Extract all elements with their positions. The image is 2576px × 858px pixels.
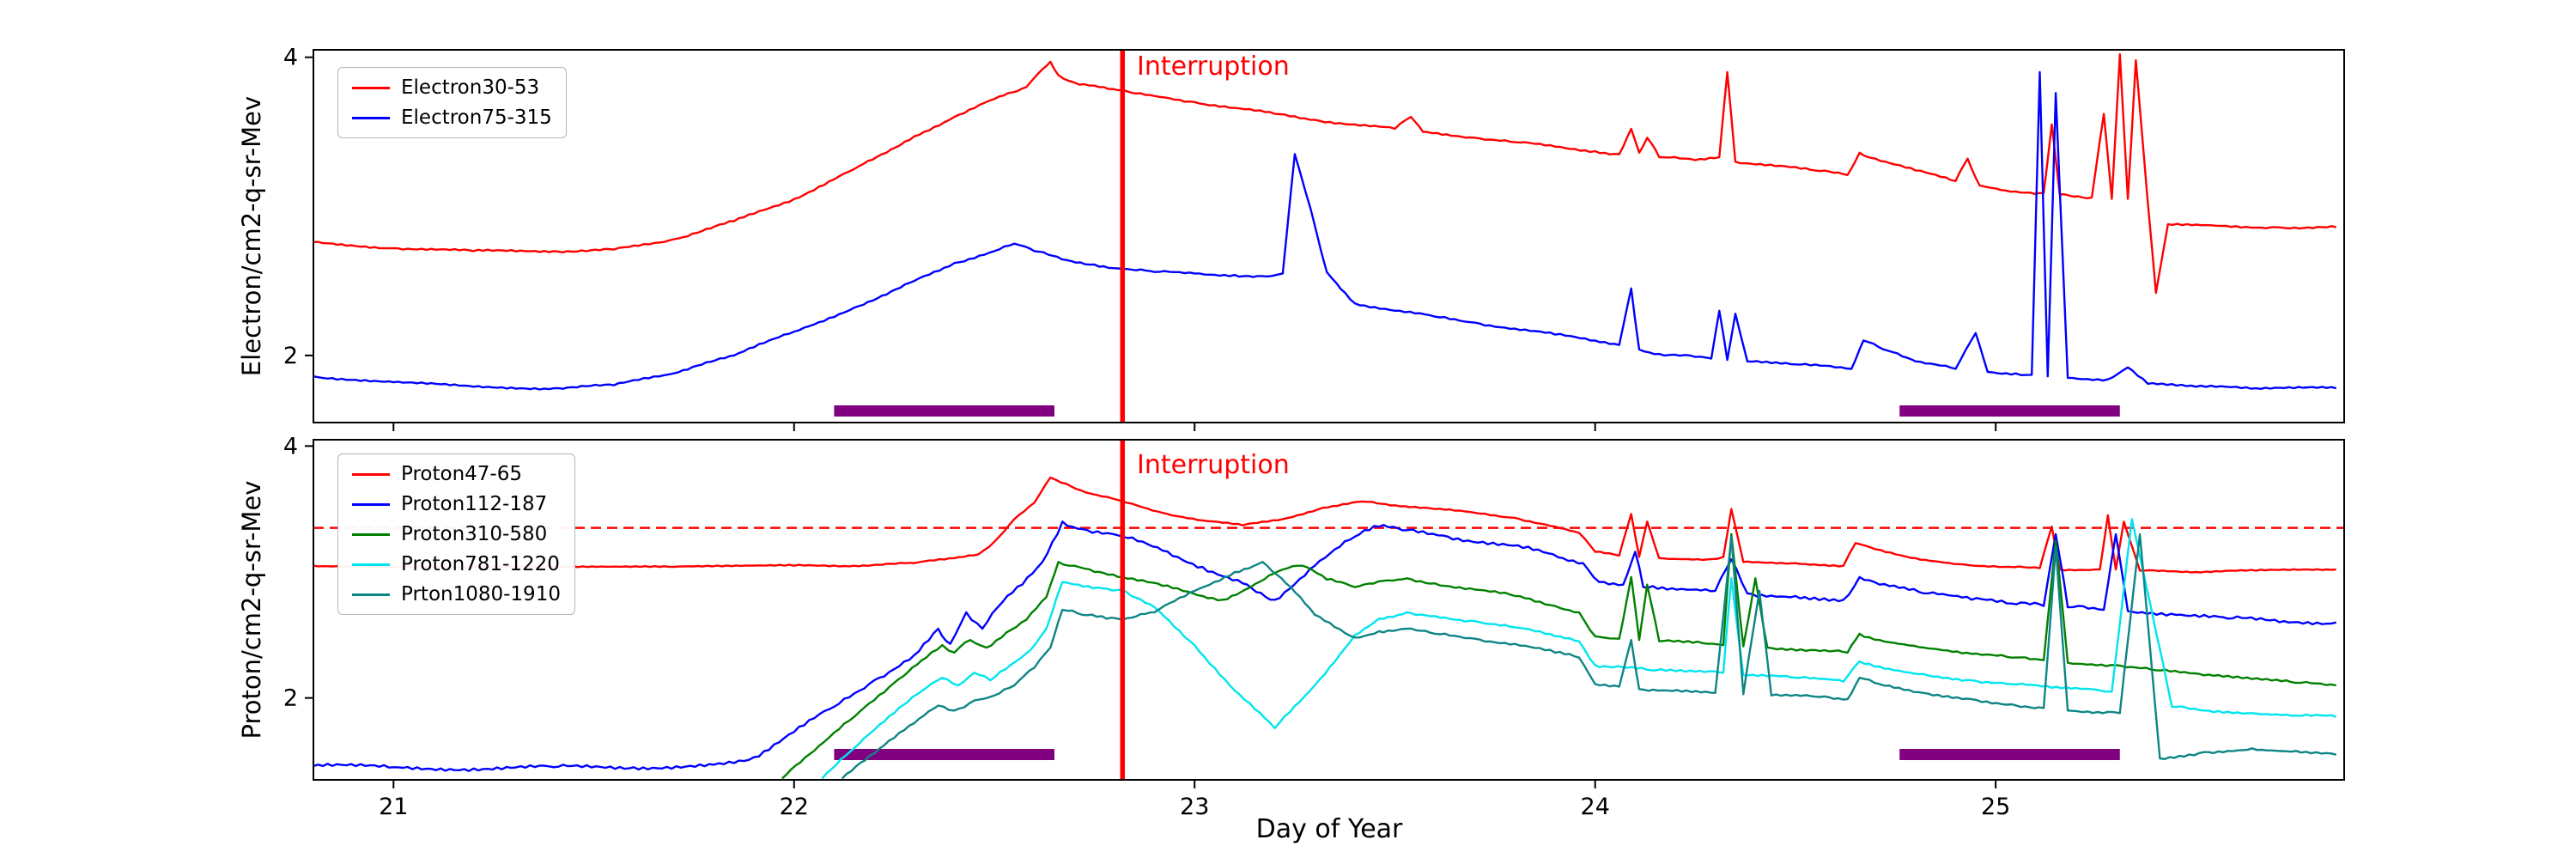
legend-label: Electron75-315 — [401, 106, 552, 129]
x-tick-label: 21 — [379, 794, 408, 820]
legend-item: Electron75-315 — [352, 106, 552, 129]
legend-label: Proton47-65 — [401, 463, 522, 485]
y-tick-label: 2 — [283, 685, 298, 712]
legend-label: Proton781-1220 — [401, 553, 560, 575]
series-line-Proton47-65 — [313, 476, 2336, 574]
legend-item: Proton47-65 — [352, 463, 561, 485]
legend-label: Prton1080-1910 — [401, 583, 561, 605]
y-tick-label: 4 — [283, 45, 298, 71]
y-tick-label: 4 — [283, 433, 298, 459]
legend-item: Proton112-187 — [352, 493, 561, 515]
x-tick-label: 24 — [1581, 794, 1610, 820]
legend-label: Electron30-53 — [401, 76, 540, 99]
x-tick-label: 22 — [780, 794, 809, 820]
legend-line-swatch — [352, 86, 390, 89]
interval-band — [1899, 749, 2120, 760]
interruption-label-electron: Interruption — [1137, 52, 1290, 82]
series-line-Prton1080-1910 — [841, 532, 2336, 780]
legend-label: Proton310-580 — [401, 523, 548, 545]
x-axis-label: Day of Year — [1255, 814, 1403, 844]
interval-band — [834, 405, 1054, 417]
legend-line-swatch — [352, 502, 390, 506]
legend-item: Prton1080-1910 — [352, 583, 561, 605]
y-tick-label: 2 — [283, 343, 298, 369]
legend-line-swatch — [352, 116, 390, 119]
x-tick-label: 25 — [1981, 794, 2010, 820]
proton-legend: Proton47-65 Proton112-187 Proton310-580 Pro… — [337, 453, 575, 615]
series-line-Proton310-580 — [781, 532, 2336, 780]
legend-line-swatch — [352, 593, 390, 596]
legend-line-swatch — [352, 472, 390, 476]
legend-item: Proton781-1220 — [352, 553, 561, 575]
x-tick-label: 23 — [1180, 794, 1209, 820]
proton-y-axis-label: Proton/cm2-q-sr-Mev — [237, 480, 266, 739]
series-line-Electron30-53 — [313, 53, 2336, 295]
interval-band — [1899, 405, 2120, 417]
interval-band — [834, 749, 1054, 760]
legend-label: Proton112-187 — [401, 493, 548, 515]
series-line-Proton112-187 — [313, 520, 2336, 772]
interruption-label-proton: Interruption — [1137, 450, 1290, 480]
series-line-Proton781-1220 — [821, 518, 2337, 780]
axes-spine — [313, 439, 2345, 781]
electron-y-axis-label: Electron/cm2-q-sr-Mev — [237, 95, 266, 377]
legend-line-swatch — [352, 532, 390, 536]
electron-legend: Electron30-53 Electron75-315 — [337, 67, 567, 138]
legend-item: Electron30-53 — [352, 76, 552, 99]
axes-spine — [313, 49, 2345, 423]
series-line-Electron75-315 — [313, 70, 2336, 391]
legend-item: Proton310-580 — [352, 523, 561, 545]
legend-line-swatch — [352, 563, 390, 566]
